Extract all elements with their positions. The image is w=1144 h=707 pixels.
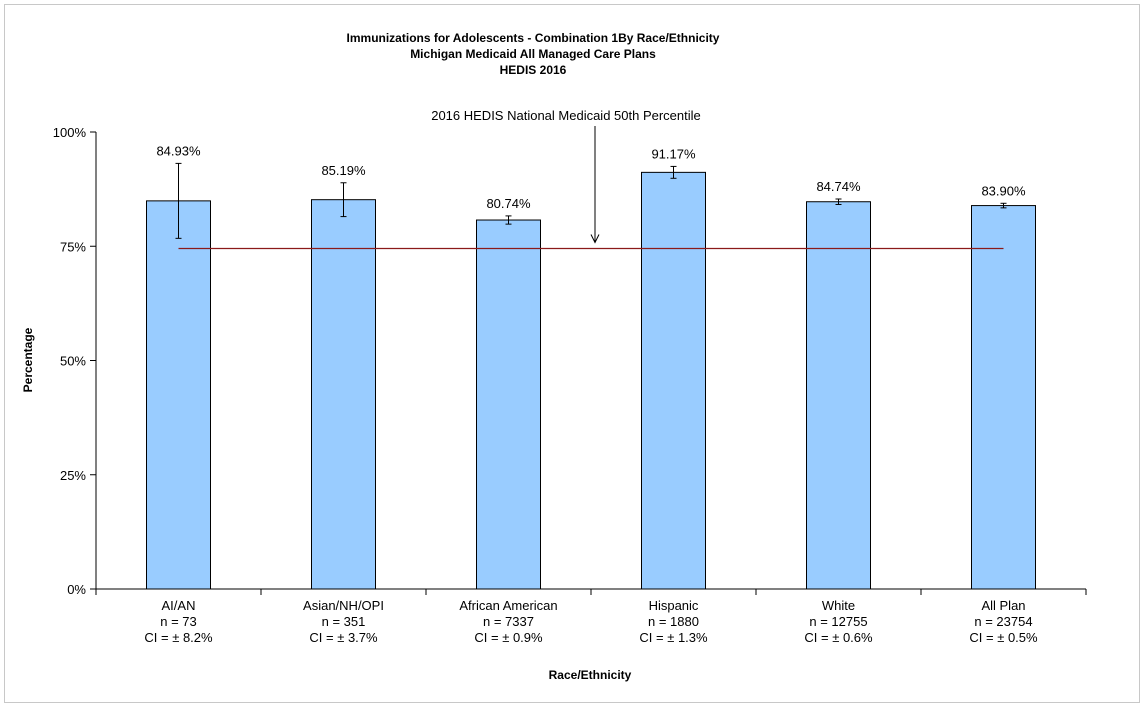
bar (806, 201, 871, 590)
y-axis-title: Percentage (21, 327, 35, 392)
bar (476, 219, 541, 590)
data-label: 80.74% (486, 196, 531, 211)
axes (95, 132, 1087, 595)
x-tick-ci: CI = ± 0.9% (474, 630, 543, 645)
y-tick-label: 25% (60, 468, 86, 483)
data-label: 91.17% (651, 146, 696, 161)
bars: 84.93% 85.19% 80.74% 91.17% 84.74% 83.90% (146, 143, 1036, 590)
x-tick-sample-size: n = 7337 (483, 614, 534, 629)
reference-arrow (590, 126, 600, 244)
x-tick-sample-size: n = 1880 (648, 614, 699, 629)
x-tick-sample-size: n = 73 (160, 614, 197, 629)
data-label: 85.19% (321, 163, 366, 178)
reference-arrow-head (590, 234, 600, 244)
x-tick-label: All Plan (981, 598, 1025, 613)
y-ticks: 0% 25% 50% 75% 100% (53, 125, 96, 597)
bar (311, 199, 376, 590)
x-tick-ci: CI = ± 8.2% (144, 630, 213, 645)
y-tick-label: 50% (60, 354, 86, 369)
x-tick-ci: CI = ± 0.6% (804, 630, 873, 645)
x-tick-sample-size: n = 351 (322, 614, 366, 629)
chart-subtitle-1: Michigan Medicaid All Managed Care Plans (410, 47, 656, 61)
x-axis-title: Race/Ethnicity (549, 668, 632, 682)
x-tick-sample-size: n = 12755 (809, 614, 867, 629)
data-label: 84.74% (816, 179, 861, 194)
x-tick-sample-size: n = 23754 (974, 614, 1032, 629)
y-tick-label: 100% (53, 125, 87, 140)
y-tick-label: 75% (60, 239, 86, 254)
data-label: 83.90% (981, 183, 1026, 198)
x-tick-label: White (822, 598, 855, 613)
bar (971, 205, 1036, 590)
x-tick-ci: CI = ± 3.7% (309, 630, 378, 645)
y-tick-label: 0% (67, 582, 86, 597)
x-tick-ci: CI = ± 0.5% (969, 630, 1038, 645)
chart-title: Immunizations for Adolescents - Combinat… (347, 31, 720, 45)
bar (146, 200, 211, 590)
chart-subtitle-2: HEDIS 2016 (500, 63, 567, 77)
x-tick-label: Asian/NH/OPI (303, 598, 384, 613)
reference-line-label: 2016 HEDIS National Medicaid 50th Percen… (431, 108, 701, 123)
bar (641, 171, 706, 590)
data-label: 84.93% (156, 143, 201, 158)
x-tick-ci: CI = ± 1.3% (639, 630, 708, 645)
x-tick-label: Hispanic (649, 598, 699, 613)
x-tick-label: African American (459, 598, 557, 613)
x-tick-label: AI/AN (162, 598, 196, 613)
